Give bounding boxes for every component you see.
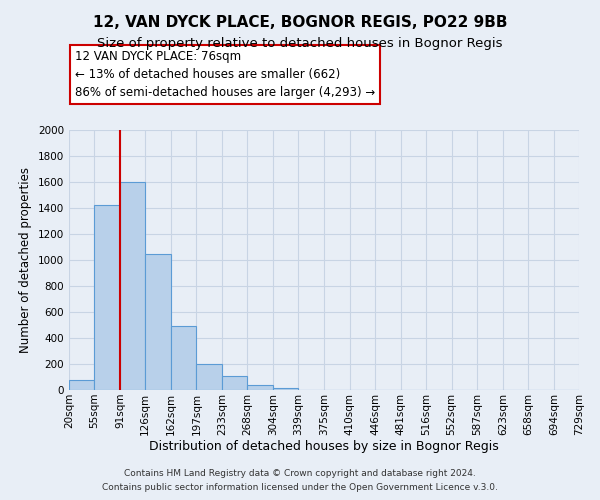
Bar xyxy=(94,206,120,390)
Text: 12, VAN DYCK PLACE, BOGNOR REGIS, PO22 9BB: 12, VAN DYCK PLACE, BOGNOR REGIS, PO22 9… xyxy=(93,15,507,30)
Bar xyxy=(273,388,298,390)
Text: 12 VAN DYCK PLACE: 76sqm
← 13% of detached houses are smaller (662)
86% of semi-: 12 VAN DYCK PLACE: 76sqm ← 13% of detach… xyxy=(75,50,375,99)
Bar xyxy=(171,326,196,390)
Bar xyxy=(247,386,273,390)
Bar xyxy=(145,254,171,390)
Text: Contains HM Land Registry data © Crown copyright and database right 2024.: Contains HM Land Registry data © Crown c… xyxy=(124,468,476,477)
Bar xyxy=(222,376,247,390)
Y-axis label: Number of detached properties: Number of detached properties xyxy=(19,167,32,353)
Bar xyxy=(196,364,222,390)
Text: Contains public sector information licensed under the Open Government Licence v.: Contains public sector information licen… xyxy=(102,484,498,492)
Bar xyxy=(69,380,94,390)
X-axis label: Distribution of detached houses by size in Bognor Regis: Distribution of detached houses by size … xyxy=(149,440,499,454)
Bar xyxy=(120,182,145,390)
Text: Size of property relative to detached houses in Bognor Regis: Size of property relative to detached ho… xyxy=(97,38,503,51)
